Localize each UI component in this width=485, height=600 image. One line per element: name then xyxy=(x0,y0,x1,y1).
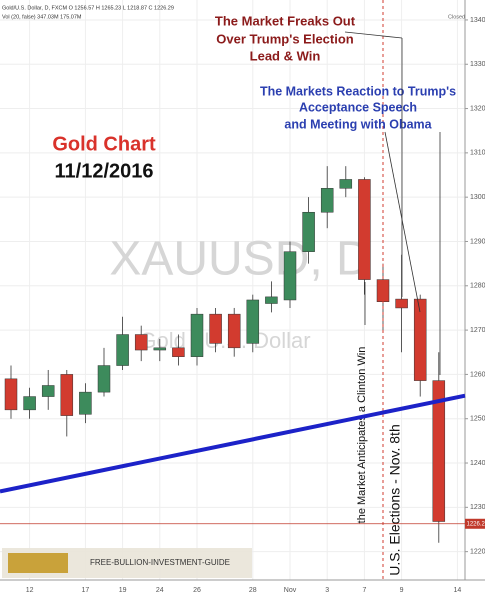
candle-body xyxy=(41,385,55,397)
x-tick-label: 26 xyxy=(193,587,201,594)
candle-body xyxy=(23,396,36,411)
status: Closed xyxy=(448,14,465,20)
sub-header: Vol (20, false) 347.03M 175.07M xyxy=(2,14,82,20)
watermark-sub: Gold / U.S. Dollar xyxy=(139,328,310,353)
candle-body xyxy=(395,298,408,309)
candle-body xyxy=(60,374,74,416)
y-tick-label: 1340 xyxy=(470,17,485,24)
candle-body xyxy=(302,211,315,252)
annotation-vertical: U.S. Elections - Nov. 8th xyxy=(387,424,403,575)
y-tick-label: 1250 xyxy=(470,416,485,423)
y-tick-label: 1310 xyxy=(470,150,485,157)
x-tick-label: Nov xyxy=(284,587,297,594)
candle-body xyxy=(4,378,18,411)
last-price-tag xyxy=(465,518,485,529)
candle-body xyxy=(283,251,297,301)
x-tick-label: 12 xyxy=(26,587,34,594)
watermark: XAUUSD, D xyxy=(109,233,370,286)
annotation: Over Trump's Election xyxy=(216,31,354,46)
y-tick-label: 1220 xyxy=(470,548,485,555)
logo-text: FREE-BULLION-INVESTMENT-GUIDE xyxy=(90,558,230,567)
candle-body xyxy=(413,298,427,381)
candle-body xyxy=(172,347,185,357)
y-tick-label: 1290 xyxy=(470,238,485,245)
candle-body xyxy=(153,347,167,351)
y-tick-label: 1240 xyxy=(470,460,485,467)
x-tick-label: 3 xyxy=(325,587,329,594)
x-tick-label: 14 xyxy=(454,587,462,594)
arrow xyxy=(344,31,403,39)
annotation-vertical: the Market Anticipates a Clinton Win xyxy=(356,347,368,524)
candle-body xyxy=(358,179,371,280)
candle-body xyxy=(246,299,260,344)
candle-body xyxy=(265,296,278,304)
annotation: The Market Freaks Out xyxy=(215,13,356,28)
annotation: The Markets Reaction to Trump's xyxy=(260,84,456,98)
x-tick-label: 17 xyxy=(82,587,90,594)
header: Gold/U.S. Dollar, D, FXCM O 1256.57 H 12… xyxy=(2,5,174,11)
chart-title: Gold Chart xyxy=(52,133,156,155)
y-tick-label: 1270 xyxy=(470,327,485,334)
trendline xyxy=(0,393,466,494)
x-tick-label: 19 xyxy=(119,587,127,594)
candle-body xyxy=(79,391,92,415)
y-tick-label: 1300 xyxy=(470,194,485,201)
candle-body xyxy=(432,380,446,522)
candle-body xyxy=(97,365,111,393)
annotation: Lead & Win xyxy=(250,48,321,63)
x-tick-label: 28 xyxy=(249,587,257,594)
marks xyxy=(4,166,446,543)
x-tick-label: 9 xyxy=(400,587,404,594)
y-tick-label: 1260 xyxy=(470,371,485,378)
y-tick-label: 1280 xyxy=(470,283,485,290)
annotation: and Meeting with Obama xyxy=(284,117,432,131)
arrow xyxy=(384,131,421,313)
candle-body xyxy=(190,313,204,357)
candle-body xyxy=(320,188,334,213)
candle-body xyxy=(116,334,129,366)
logo-icon xyxy=(8,553,68,573)
candle-body xyxy=(134,334,148,351)
chart-subtitle: 11/12/2016 xyxy=(55,160,154,182)
y-tick-label: 1230 xyxy=(470,504,485,511)
candle-body xyxy=(227,313,241,349)
candle-body xyxy=(209,313,222,344)
y-tick-label: 1330 xyxy=(470,61,485,68)
last-price-label: 1226.29 xyxy=(467,521,485,527)
x-tick-label: 24 xyxy=(156,587,164,594)
candle-body xyxy=(339,179,353,189)
y-tick-label: 1320 xyxy=(470,105,485,112)
annotation: Acceptance Speech xyxy=(299,100,417,114)
x-tick-label: 7 xyxy=(362,587,366,594)
